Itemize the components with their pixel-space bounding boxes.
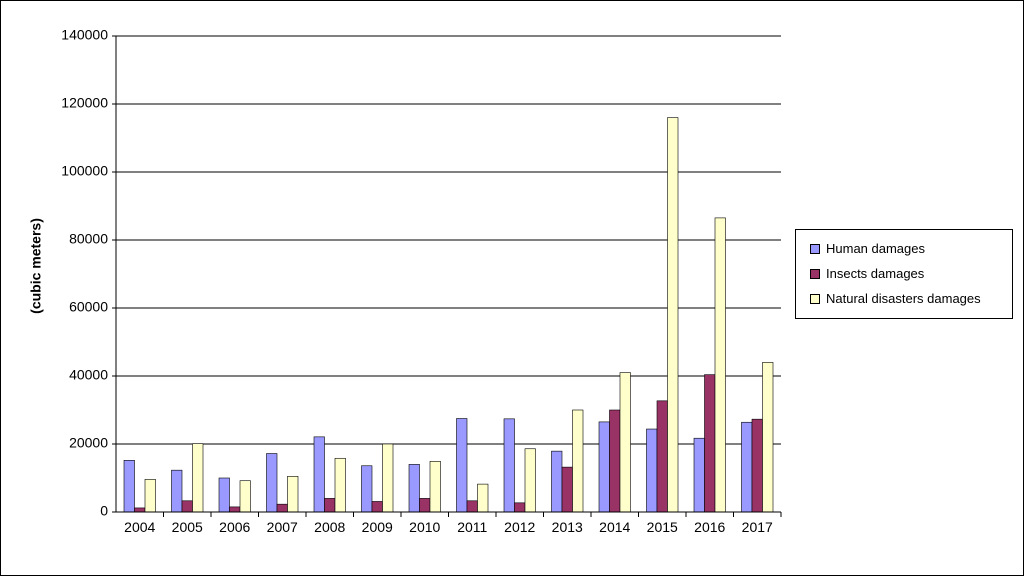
y-tick-label: 140000 bbox=[61, 27, 108, 43]
bar-natural-disasters-damages-2016 bbox=[714, 217, 726, 513]
bar-human-damages-2017 bbox=[741, 421, 753, 513]
bar-human-damages-2012 bbox=[503, 418, 515, 513]
legend-item-human-damages: Human damages bbox=[810, 236, 1012, 261]
legend: Human damages Insects damages Natural disa… bbox=[795, 229, 1013, 319]
x-tick-label: 2014 bbox=[599, 519, 630, 535]
x-tick-label: 2005 bbox=[172, 519, 203, 535]
bars bbox=[123, 117, 774, 513]
x-tick-label: 2013 bbox=[552, 519, 583, 535]
y-tick-label: 40000 bbox=[69, 367, 108, 383]
bar-insects-damages-2010 bbox=[419, 498, 431, 513]
bar-human-damages-2009 bbox=[361, 465, 373, 513]
x-tick-label: 2008 bbox=[314, 519, 345, 535]
bar-natural-disasters-damages-2006 bbox=[239, 480, 251, 513]
y-tick-label: 80000 bbox=[69, 231, 108, 247]
bar-natural-disasters-damages-2010 bbox=[429, 461, 441, 513]
bar-insects-damages-2015 bbox=[656, 400, 668, 513]
bar-natural-disasters-damages-2012 bbox=[524, 448, 536, 513]
x-tick-label: 2015 bbox=[647, 519, 678, 535]
y-tick-label: 100000 bbox=[61, 163, 108, 179]
bar-natural-disasters-damages-2011 bbox=[477, 483, 489, 513]
bar-human-damages-2006 bbox=[218, 477, 230, 513]
x-tick-label: 2017 bbox=[742, 519, 773, 535]
gridlines bbox=[116, 35, 781, 445]
x-tick-label: 2009 bbox=[362, 519, 393, 535]
bar-insects-damages-2011 bbox=[466, 500, 478, 513]
bar-natural-disasters-damages-2015 bbox=[667, 117, 679, 513]
bar-insects-damages-2005 bbox=[181, 500, 193, 513]
x-tick-label: 2012 bbox=[504, 519, 535, 535]
legend-swatch bbox=[810, 293, 820, 304]
bar-human-damages-2004 bbox=[123, 460, 135, 513]
bar-natural-disasters-damages-2004 bbox=[144, 479, 156, 513]
bar-insects-damages-2016 bbox=[704, 374, 716, 513]
legend-swatch bbox=[810, 268, 820, 279]
bar-insects-damages-2013 bbox=[561, 466, 573, 513]
bar-insects-damages-2009 bbox=[371, 501, 383, 513]
bar-human-damages-2016 bbox=[693, 437, 705, 513]
bar-human-damages-2014 bbox=[598, 421, 610, 513]
y-tick-label: 60000 bbox=[69, 299, 108, 315]
x-tick-label: 2006 bbox=[219, 519, 250, 535]
bar-human-damages-2013 bbox=[551, 450, 563, 513]
bar-natural-disasters-damages-2008 bbox=[334, 457, 346, 513]
x-tick-label: 2016 bbox=[694, 519, 725, 535]
bar-human-damages-2010 bbox=[408, 464, 420, 513]
bar-human-damages-2011 bbox=[456, 418, 468, 513]
bar-insects-damages-2008 bbox=[324, 498, 336, 513]
bar-natural-disasters-damages-2013 bbox=[572, 409, 584, 513]
y-tick-label: 0 bbox=[100, 503, 108, 519]
bar-natural-disasters-damages-2017 bbox=[762, 362, 774, 513]
axes bbox=[115, 36, 781, 513]
legend-swatch bbox=[810, 243, 820, 254]
bar-natural-disasters-damages-2009 bbox=[382, 443, 394, 513]
x-tick-label: 2007 bbox=[267, 519, 298, 535]
bar-human-damages-2005 bbox=[171, 469, 183, 513]
bar-insects-damages-2007 bbox=[276, 503, 288, 513]
y-tick-label: 20000 bbox=[69, 435, 108, 451]
legend-label: Insects damages bbox=[826, 266, 925, 281]
x-tick-labels: 2004 2005 2006 2007 2008 2009 2010 2011 2012 2013… bbox=[124, 512, 782, 535]
y-tick-label: 120000 bbox=[61, 95, 108, 111]
x-tick-label: 2010 bbox=[409, 519, 440, 535]
bar-human-damages-2015 bbox=[646, 428, 658, 513]
legend-label: Natural disasters damages bbox=[826, 291, 981, 306]
x-tick-label: 2004 bbox=[124, 519, 155, 535]
bar-human-damages-2008 bbox=[313, 436, 325, 513]
y-tick-labels: 0 20000 40000 60000 80000 100000 120000 140000 bbox=[61, 27, 116, 519]
bar-insects-damages-2014 bbox=[609, 409, 621, 513]
bar-insects-damages-2006 bbox=[229, 506, 241, 513]
x-tick-label: 2011 bbox=[457, 519, 487, 535]
legend-item-insects-damages: Insects damages bbox=[810, 261, 1012, 286]
bar-insects-damages-2012 bbox=[514, 502, 526, 513]
y-axis-label: (cubic meters) bbox=[28, 218, 44, 314]
legend-label: Human damages bbox=[826, 241, 925, 256]
bar-insects-damages-2004 bbox=[134, 507, 146, 513]
bar-human-damages-2007 bbox=[266, 453, 278, 513]
bar-insects-damages-2017 bbox=[751, 418, 763, 513]
bar-natural-disasters-damages-2007 bbox=[287, 475, 299, 513]
legend-item-natural-disasters-damages: Natural disasters damages bbox=[810, 286, 1012, 311]
bar-natural-disasters-damages-2014 bbox=[619, 372, 631, 513]
bar-natural-disasters-damages-2005 bbox=[192, 443, 204, 513]
